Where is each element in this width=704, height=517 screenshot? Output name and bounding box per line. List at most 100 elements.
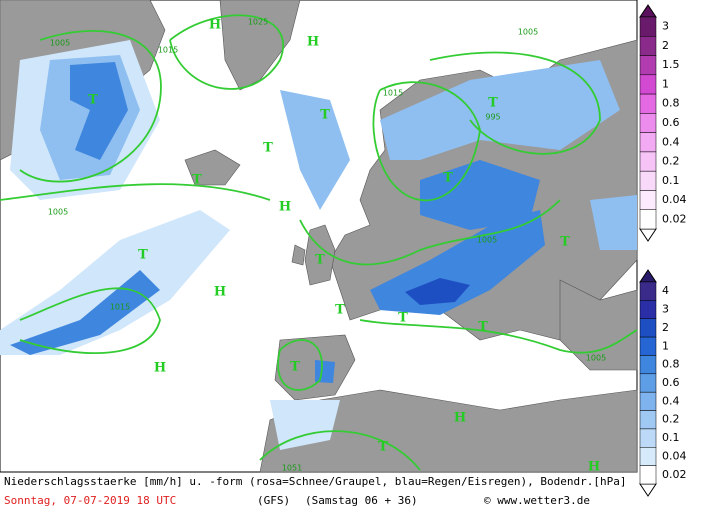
isobar-line: [359, 319, 638, 354]
legend-swatch: [639, 410, 657, 430]
legend-arrow: [639, 4, 657, 18]
legend-arrow: [639, 269, 657, 283]
low-marker: T: [138, 248, 148, 263]
precip-area: [405, 278, 470, 305]
isobar-line: [299, 199, 561, 266]
legend-swatch: [639, 93, 657, 114]
high-marker: H: [209, 18, 221, 33]
legend-label: 0.04: [662, 449, 687, 462]
legend-swatch: [639, 170, 657, 191]
precip-area: [10, 270, 160, 355]
legend-swatch: [639, 151, 657, 172]
low-marker: T: [88, 93, 98, 108]
precip-area: [380, 60, 620, 160]
legend-arrow: [639, 228, 657, 242]
legend-swatch: [639, 74, 657, 95]
legend-label: 3: [662, 20, 669, 33]
legend-label: 4: [662, 284, 669, 297]
legend-swatch: [639, 300, 657, 319]
legend-swatch: [639, 465, 657, 485]
isobars: [0, 14, 638, 471]
legend-swatch: [639, 447, 657, 466]
low-marker: T: [192, 173, 202, 188]
precip-area: [315, 360, 335, 383]
legend-label: 1: [662, 339, 669, 352]
low-marker: T: [478, 320, 488, 335]
low-marker: T: [488, 96, 498, 111]
isobar-line: [0, 183, 271, 201]
ireland: [291, 244, 306, 266]
legend-label: 0.6: [662, 376, 680, 389]
turkey: [559, 279, 638, 371]
precip-area: [420, 160, 540, 230]
legend-label: 0.8: [662, 97, 680, 110]
isobar-line: [259, 430, 421, 471]
isobar-label: 1015: [110, 303, 130, 312]
legend-label: 0.2: [662, 413, 680, 426]
legend-swatch: [639, 132, 657, 153]
legend-label: 1: [662, 77, 669, 90]
precip-area: [70, 62, 128, 160]
legend-label: 0.02: [662, 212, 687, 225]
isobar-label: 1015: [383, 89, 403, 98]
isobar-labels: 1025 1015 1005 1015 995 1005 1005 1015 1…: [48, 18, 606, 473]
isobar-label: 1025: [248, 18, 268, 27]
legend-swatch: [639, 209, 657, 230]
legends: 3 2 1.5 1 0.8 0.6 0.4 0.2 0.1 0.04 0.02 4 3 2 1 0.8 0.6 0…: [639, 4, 687, 497]
legend-label: 0.1: [662, 431, 680, 444]
legend-swatch: [639, 373, 657, 393]
high-marker: H: [454, 411, 466, 426]
high-marker: H: [154, 361, 166, 376]
legend-swatch: [639, 281, 657, 301]
legend-label: 0.4: [662, 394, 680, 407]
isobar-label: 1005: [518, 28, 538, 37]
isobar-line: [19, 287, 161, 355]
legend-swatch: [639, 318, 657, 338]
low-marker: T: [443, 171, 453, 186]
isobar-label: 995: [485, 113, 500, 122]
isobar-label: 1005: [477, 236, 497, 245]
isobar-line: [429, 51, 601, 155]
legend-swatch: [639, 190, 657, 210]
isobar-label: 1051: [282, 464, 302, 473]
footer-model: (GFS): [257, 494, 290, 507]
legend-swatch: [639, 55, 657, 76]
legend-label: 0.4: [662, 135, 680, 148]
isobar-label: 1005: [586, 354, 606, 363]
iceland: [184, 149, 241, 186]
high-marker: H: [588, 460, 600, 475]
legend-swatch: [639, 391, 657, 411]
legend-label: 0.04: [662, 193, 687, 206]
legend-swatch: [639, 428, 657, 448]
isobar-label: 1015: [158, 46, 178, 55]
precip-area: [590, 195, 637, 250]
footer-date: Sonntag, 07-07-2019 18 UTC: [4, 494, 176, 507]
low-marker: T: [378, 440, 388, 455]
isobar-line: [277, 339, 323, 391]
footer-description: Niederschlagsstaerke [mm/h] u. -form (ro…: [4, 475, 627, 488]
low-marker: T: [560, 235, 570, 250]
legend-arrow: [639, 483, 657, 497]
legend-label: 0.2: [662, 155, 680, 168]
low-marker: T: [263, 141, 273, 156]
markers: H H H H H H H T T T T T T T T T T T T T …: [88, 18, 600, 475]
legend-label: 0.02: [662, 468, 687, 481]
legend-swatch: [639, 336, 657, 356]
isobar-line: [169, 14, 284, 90]
legend-label: 2: [662, 321, 669, 334]
legend-swatch: [639, 355, 657, 375]
legend-swatch: [639, 16, 657, 37]
legend-label: 0.6: [662, 116, 680, 129]
precip-area: [280, 90, 350, 210]
high-marker: H: [214, 285, 226, 300]
footer: Niederschlagsstaerke [mm/h] u. -form (ro…: [4, 475, 627, 507]
isobar-label: 1005: [50, 39, 70, 48]
isobar-line: [372, 81, 481, 202]
isobar-label: 1005: [48, 208, 68, 217]
legend-swatch: [639, 113, 657, 133]
footer-credit: © www.wetter3.de: [484, 494, 590, 507]
high-marker: H: [279, 200, 291, 215]
precipitation: [0, 40, 637, 450]
